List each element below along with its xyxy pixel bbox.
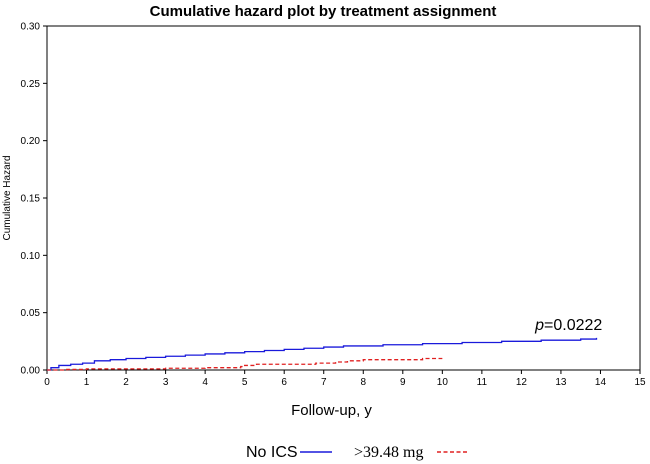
x-tick-label: 10 [437,377,449,388]
y-axis: 0.00 0.05 0.10 0.15 0.20 0.25 0.30 [21,22,47,377]
chart-title: Cumulative hazard plot by treatment assi… [150,3,497,20]
p-symbol: p [534,317,544,334]
x-tick-label: 13 [555,377,567,388]
x-tick-label: 14 [595,377,607,388]
series-line-1 [47,357,443,371]
legend-label-high-dose: >39.48 mg [354,444,423,461]
y-tick-label: 0.25 [21,79,41,90]
x-axis: 0 1 2 3 4 5 6 7 8 9 10 11 12 13 14 15 [44,370,646,388]
y-axis-label: Cumulative Hazard [2,155,13,240]
y-tick-label: 0.05 [21,308,41,319]
x-tick-label: 1 [84,377,90,388]
x-tick-label: 2 [123,377,129,388]
y-tick-label: 0.20 [21,136,41,147]
p-value: =0.0222 [544,317,602,334]
p-value-annotation: p=0.0222 [534,317,602,334]
x-tick-label: 8 [360,377,366,388]
x-tick-label: 4 [202,377,208,388]
x-tick-label: 15 [634,377,646,388]
y-tick-label: 0.15 [21,194,41,205]
y-tick-label: 0.30 [21,22,41,33]
x-tick-label: 6 [281,377,287,388]
legend-label-no-ics: No ICS [246,444,298,461]
x-axis-label: Follow-up, y [291,402,372,419]
x-tick-label: 12 [516,377,528,388]
x-tick-label: 5 [242,377,248,388]
x-tick-label: 11 [477,377,488,388]
x-tick-label: 7 [321,377,327,388]
y-tick-label: 0.10 [21,251,41,262]
series-line-0 [47,337,598,371]
series-layer [47,337,598,371]
y-tick-label: 0.00 [21,366,41,377]
x-tick-label: 3 [163,377,169,388]
legend: No ICS >39.48 mg [246,444,469,461]
x-tick-label: 9 [400,377,406,388]
x-tick-label: 0 [44,377,50,388]
